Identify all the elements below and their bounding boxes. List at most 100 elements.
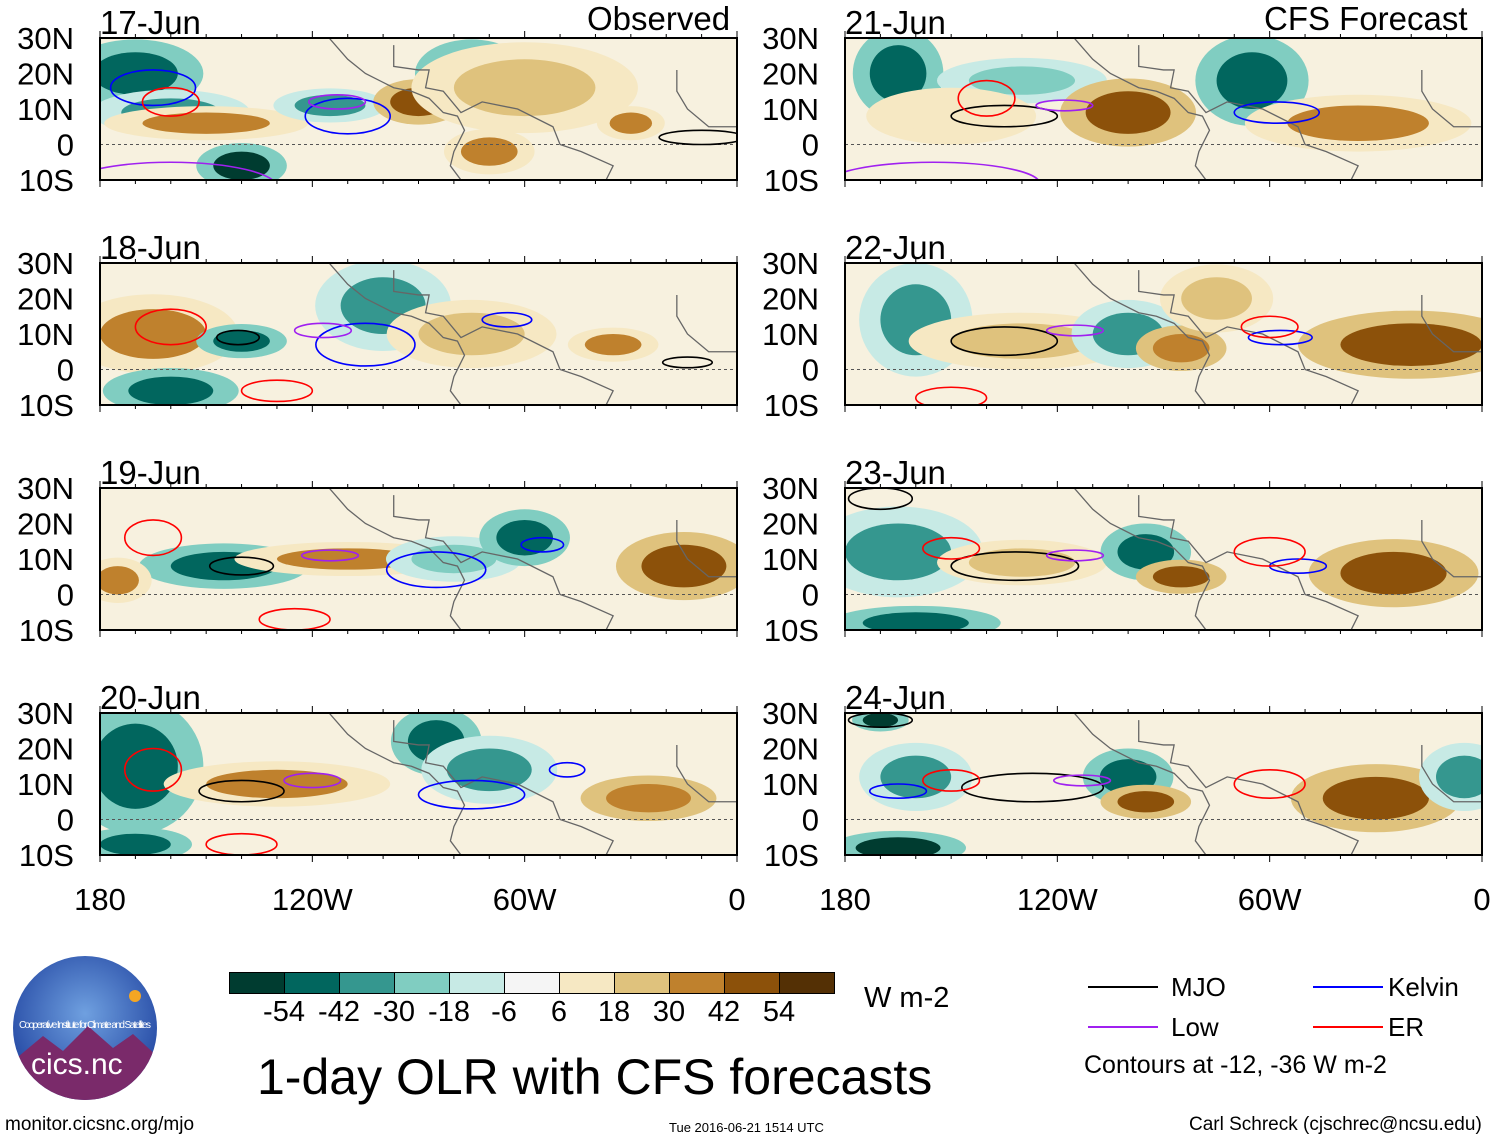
olr-anomaly-blob — [1085, 91, 1171, 134]
olr-anomaly-blob — [1181, 277, 1252, 320]
coastline — [1138, 45, 1360, 180]
lat-label: 10S — [19, 613, 74, 648]
contour-er — [123, 747, 183, 792]
olr-anomaly-blob — [862, 713, 899, 728]
contour-mjo — [198, 779, 285, 803]
colorbar-bin — [449, 972, 505, 994]
contour-kelvin — [385, 551, 487, 589]
contour-mjo — [950, 326, 1059, 357]
olr-anomaly-blob — [206, 769, 348, 799]
olr-anomaly-blob — [641, 544, 727, 588]
lat-label: 10N — [762, 767, 819, 802]
olr-anomaly-blob — [951, 323, 1093, 359]
lat-label: 30N — [762, 696, 819, 731]
coastline — [1421, 713, 1482, 803]
lat-label: 10S — [764, 838, 819, 873]
olr-anomaly-blob — [869, 45, 927, 102]
lat-label: 30N — [17, 471, 74, 506]
contour-er — [240, 379, 314, 403]
coastline — [1421, 488, 1482, 578]
olr-anomaly-blob — [100, 52, 178, 95]
contour-mjo — [847, 713, 914, 728]
olr-anomaly-blob — [845, 523, 952, 581]
panel-date: 21-Jun — [845, 4, 946, 41]
contour-kelvin — [481, 311, 533, 328]
logo-text: cics.nc — [31, 1048, 123, 1081]
lat-label: 30N — [17, 246, 74, 281]
observed-header: Observed — [587, 0, 731, 37]
lat-label: 0 — [802, 128, 819, 163]
lat-label: 10N — [17, 317, 74, 352]
logo-ring-text: Cooperative Institute for Climate and Sa… — [19, 1020, 151, 1031]
contour-low — [1052, 774, 1112, 787]
lat-label: 0 — [802, 803, 819, 838]
contour-kelvin — [1247, 329, 1313, 346]
contour-low — [283, 772, 342, 789]
olr-anomaly-blob — [294, 94, 366, 117]
lat-label: 30N — [762, 471, 819, 506]
footer-author: Carl Schreck (cjschrec@ncsu.edu) — [1189, 1114, 1482, 1135]
lat-label: 10N — [17, 767, 74, 802]
lat-label: 20N — [762, 57, 819, 92]
coastline — [393, 720, 615, 855]
colorbar-bin — [229, 972, 285, 994]
contour-er — [957, 79, 1016, 117]
olr-anomaly-blob — [862, 612, 969, 630]
coastline — [328, 263, 490, 405]
lon-label: 0 — [1473, 882, 1490, 917]
footer-url[interactable]: monitor.cicsnc.org/mjo — [5, 1114, 195, 1135]
olr-anomaly-blob — [609, 112, 653, 134]
lat-label: 0 — [57, 353, 74, 388]
panel-date: 24-Jun — [845, 679, 946, 716]
lat-label: 30N — [17, 21, 74, 56]
olr-anomaly-blob — [1152, 334, 1210, 363]
contour-er — [141, 86, 200, 117]
colorbar-label: -30 — [373, 996, 415, 1028]
coastline — [1421, 38, 1482, 128]
colorbar-label: -54 — [263, 996, 305, 1028]
forecast-header: CFS Forecast — [1264, 0, 1468, 37]
colorbar-label: 18 — [597, 996, 631, 1028]
olr-anomaly-blob — [1287, 105, 1429, 141]
contour-er — [914, 386, 988, 405]
olr-anomaly-blob — [1322, 776, 1429, 820]
lat-label: 20N — [17, 732, 74, 767]
colorbar-bin — [779, 972, 835, 994]
panel-date: 20-Jun — [100, 679, 201, 716]
colorbar-bin — [339, 972, 395, 994]
lat-label: 0 — [802, 353, 819, 388]
panel-date: 22-Jun — [845, 229, 946, 266]
lon-label: 120W — [1017, 882, 1099, 917]
contour-mjo — [847, 488, 914, 511]
coastline — [1138, 720, 1360, 855]
olr-anomaly-blob — [460, 137, 518, 166]
contour-mjo — [208, 556, 275, 576]
contour-mjo — [950, 551, 1080, 582]
lat-label: 0 — [802, 578, 819, 613]
olr-anomaly-blob — [213, 330, 270, 352]
lon-label: 120W — [272, 882, 354, 917]
lon-label: 0 — [728, 882, 745, 917]
olr-anomaly-blob — [1436, 755, 1482, 799]
lon-label: 180 — [819, 882, 871, 917]
colorbar-units: W m-2 — [864, 982, 950, 1014]
legend-low-line — [1088, 1026, 1158, 1028]
footer-timestamp: Tue 2016-06-21 1514 UTC — [669, 1120, 824, 1135]
contour-mjo — [960, 772, 1105, 803]
legend-kelvin-line — [1313, 986, 1383, 988]
colorbar-label: 30 — [652, 996, 686, 1028]
coastline — [328, 713, 490, 855]
contour-kelvin — [315, 322, 416, 367]
olr-anomaly-blob — [128, 376, 214, 405]
lat-label: 20N — [762, 507, 819, 542]
contour-low — [845, 161, 1040, 180]
contour-er — [134, 308, 207, 346]
coastline — [1073, 488, 1235, 630]
olr-anomaly-blob — [100, 833, 171, 855]
lat-label: 10S — [19, 388, 74, 423]
coastline — [1138, 270, 1360, 405]
